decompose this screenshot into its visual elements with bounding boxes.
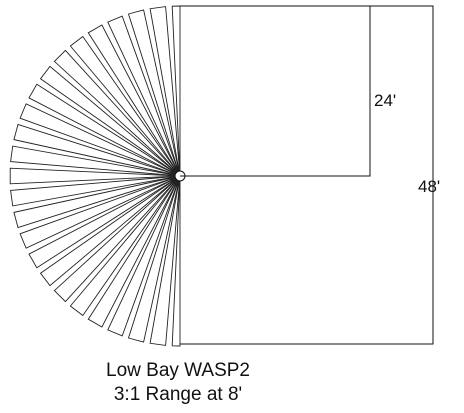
coverage-ray xyxy=(127,175,181,343)
coverage-ray xyxy=(39,65,181,177)
coverage-ray xyxy=(149,175,181,346)
outer-dimension-lines xyxy=(180,5,434,345)
coverage-ray xyxy=(69,175,181,317)
coverage-ray xyxy=(28,83,181,177)
outer-dimension-label: 48' xyxy=(418,177,440,196)
coverage-ray xyxy=(69,35,181,177)
caption-subtitle: 3:1 Range at 8' xyxy=(113,384,243,405)
coverage-ray xyxy=(87,175,181,328)
coverage-ray xyxy=(107,15,181,177)
inner-dimension-lines xyxy=(180,5,371,177)
coverage-ray xyxy=(28,175,181,269)
coverage-rays xyxy=(9,5,181,347)
coverage-ray xyxy=(107,175,181,337)
coverage-ray xyxy=(171,175,181,347)
coverage-ray xyxy=(171,5,181,177)
coverage-ray xyxy=(53,175,181,303)
coverage-ray xyxy=(10,175,181,207)
coverage-ray xyxy=(19,103,181,177)
coverage-ray xyxy=(19,175,181,249)
coverage-ray xyxy=(10,145,181,177)
caption-title: Low Bay WASP2 xyxy=(106,360,250,381)
coverage-ray xyxy=(149,6,181,177)
coverage-ray xyxy=(87,24,181,177)
inner-dimension-label: 24' xyxy=(374,91,396,110)
coverage-ray xyxy=(39,175,181,287)
coverage-ray xyxy=(13,123,181,177)
coverage-ray xyxy=(127,9,181,177)
coverage-ray xyxy=(13,175,181,229)
coverage-ray xyxy=(9,167,181,185)
coverage-ray xyxy=(53,49,181,177)
